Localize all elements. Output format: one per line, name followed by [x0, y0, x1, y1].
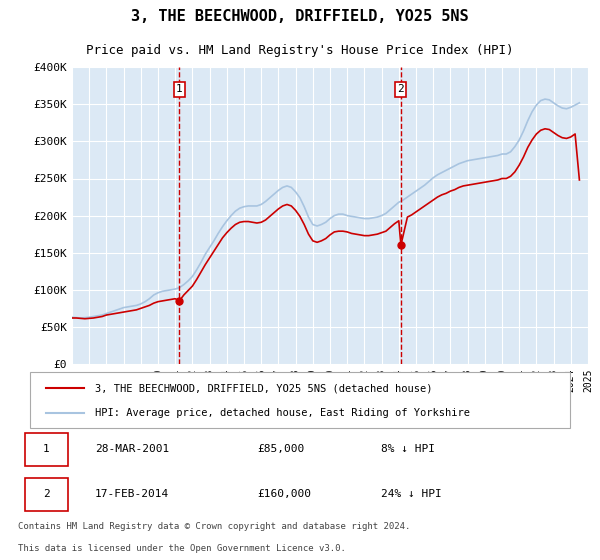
Text: 8% ↓ HPI: 8% ↓ HPI — [381, 444, 435, 454]
Text: 1: 1 — [176, 85, 183, 95]
Text: 24% ↓ HPI: 24% ↓ HPI — [381, 489, 442, 500]
Text: 28-MAR-2001: 28-MAR-2001 — [95, 444, 169, 454]
FancyBboxPatch shape — [25, 478, 68, 511]
Text: 1: 1 — [43, 444, 50, 454]
Text: 3, THE BEECHWOOD, DRIFFIELD, YO25 5NS: 3, THE BEECHWOOD, DRIFFIELD, YO25 5NS — [131, 10, 469, 24]
Text: 2: 2 — [43, 489, 50, 500]
Text: 17-FEB-2014: 17-FEB-2014 — [95, 489, 169, 500]
FancyBboxPatch shape — [30, 372, 570, 428]
Text: Contains HM Land Registry data © Crown copyright and database right 2024.: Contains HM Land Registry data © Crown c… — [18, 522, 410, 531]
Text: 2: 2 — [397, 85, 404, 95]
Text: Price paid vs. HM Land Registry's House Price Index (HPI): Price paid vs. HM Land Registry's House … — [86, 44, 514, 57]
Text: 3, THE BEECHWOOD, DRIFFIELD, YO25 5NS (detached house): 3, THE BEECHWOOD, DRIFFIELD, YO25 5NS (d… — [95, 383, 432, 393]
Text: HPI: Average price, detached house, East Riding of Yorkshire: HPI: Average price, detached house, East… — [95, 408, 470, 418]
Text: £160,000: £160,000 — [257, 489, 311, 500]
FancyBboxPatch shape — [25, 433, 68, 466]
Text: £85,000: £85,000 — [257, 444, 304, 454]
Text: This data is licensed under the Open Government Licence v3.0.: This data is licensed under the Open Gov… — [18, 544, 346, 553]
